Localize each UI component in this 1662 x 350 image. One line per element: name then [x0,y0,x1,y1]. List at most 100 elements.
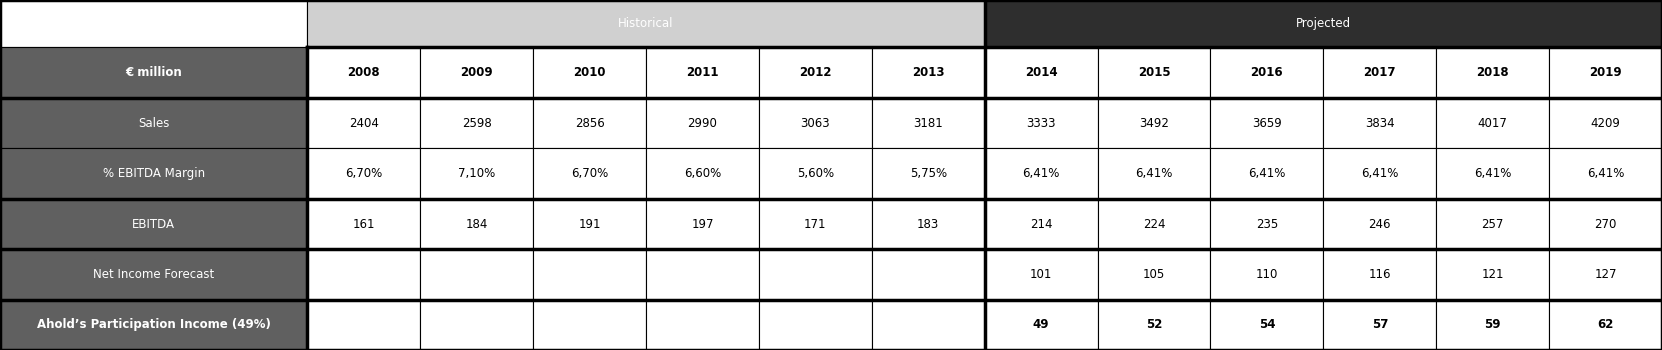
Bar [873,300,984,350]
Bar [534,47,647,98]
Text: 2011: 2011 [686,66,718,79]
Text: 2015: 2015 [1138,66,1170,79]
Bar [534,300,647,350]
Text: 116: 116 [1368,268,1391,281]
Bar [647,249,760,300]
Text: 257: 257 [1481,217,1504,231]
Bar [647,47,760,98]
Text: 59: 59 [1484,318,1501,331]
Text: 6,41%: 6,41% [1022,167,1060,180]
Text: 105: 105 [1143,268,1165,281]
Text: € million: € million [125,66,183,79]
Bar [873,249,984,300]
Text: 3181: 3181 [914,117,942,130]
Bar [1323,148,1436,199]
Text: 246: 246 [1368,217,1391,231]
Text: 6,41%: 6,41% [1248,167,1286,180]
Bar [1323,199,1436,249]
Bar [873,199,984,249]
Bar [984,98,1097,148]
Bar [1436,148,1549,199]
Bar [307,47,420,98]
Bar [307,249,420,300]
Bar [534,249,647,300]
Text: 4209: 4209 [1591,117,1620,130]
Text: 183: 183 [917,217,939,231]
Text: 2016: 2016 [1250,66,1283,79]
Bar [307,0,986,47]
Text: 2010: 2010 [573,66,607,79]
Bar [760,47,873,98]
Bar [0,199,307,249]
Bar [873,47,984,98]
Bar [1097,249,1210,300]
Bar [1549,47,1662,98]
Bar [1549,98,1662,148]
Bar [0,300,307,350]
Bar [1436,98,1549,148]
Text: 49: 49 [1032,318,1049,331]
Bar [873,98,984,148]
Bar [1210,47,1323,98]
Bar [420,98,534,148]
Bar [307,199,420,249]
Bar [1549,300,1662,350]
Bar [534,98,647,148]
Bar [760,249,873,300]
Bar [1549,148,1662,199]
Text: 197: 197 [691,217,713,231]
Bar [1097,148,1210,199]
Text: 2990: 2990 [688,117,718,130]
Bar [0,148,307,199]
Bar [984,0,1662,47]
Text: 54: 54 [1258,318,1275,331]
Bar [1323,249,1436,300]
Bar [1323,98,1436,148]
Text: 5,75%: 5,75% [909,167,947,180]
Bar [760,300,873,350]
Bar [1549,199,1662,249]
Text: 2856: 2856 [575,117,605,130]
Bar [647,98,760,148]
Text: Historical: Historical [618,17,673,30]
Bar [984,300,1097,350]
Text: 2012: 2012 [799,66,831,79]
Bar [984,249,1097,300]
Text: 6,41%: 6,41% [1587,167,1624,180]
Text: % EBITDA Margin: % EBITDA Margin [103,167,204,180]
Text: Net Income Forecast: Net Income Forecast [93,268,214,281]
Bar [1210,98,1323,148]
Bar [984,148,1097,199]
Text: 6,70%: 6,70% [572,167,608,180]
Bar [0,98,307,148]
Text: 6,41%: 6,41% [1135,167,1173,180]
Text: 7,10%: 7,10% [459,167,495,180]
Bar [1210,199,1323,249]
Bar [307,98,420,148]
Bar [420,249,534,300]
Bar [1097,47,1210,98]
Text: 235: 235 [1256,217,1278,231]
Text: 224: 224 [1143,217,1165,231]
Text: 5,60%: 5,60% [796,167,834,180]
Text: 2017: 2017 [1363,66,1396,79]
Bar [420,47,534,98]
Text: 3834: 3834 [1365,117,1394,130]
Bar [1549,249,1662,300]
Text: 2009: 2009 [460,66,494,79]
Bar [1210,249,1323,300]
Bar [1210,148,1323,199]
Bar [420,199,534,249]
Text: 3063: 3063 [801,117,831,130]
Bar [647,300,760,350]
Text: 3659: 3659 [1251,117,1281,130]
Bar [760,199,873,249]
Bar [984,47,1097,98]
Bar [534,148,647,199]
Bar [873,148,984,199]
Text: 214: 214 [1030,217,1052,231]
Bar [534,199,647,249]
Bar [1436,47,1549,98]
Text: 6,41%: 6,41% [1474,167,1511,180]
Text: 6,70%: 6,70% [346,167,382,180]
